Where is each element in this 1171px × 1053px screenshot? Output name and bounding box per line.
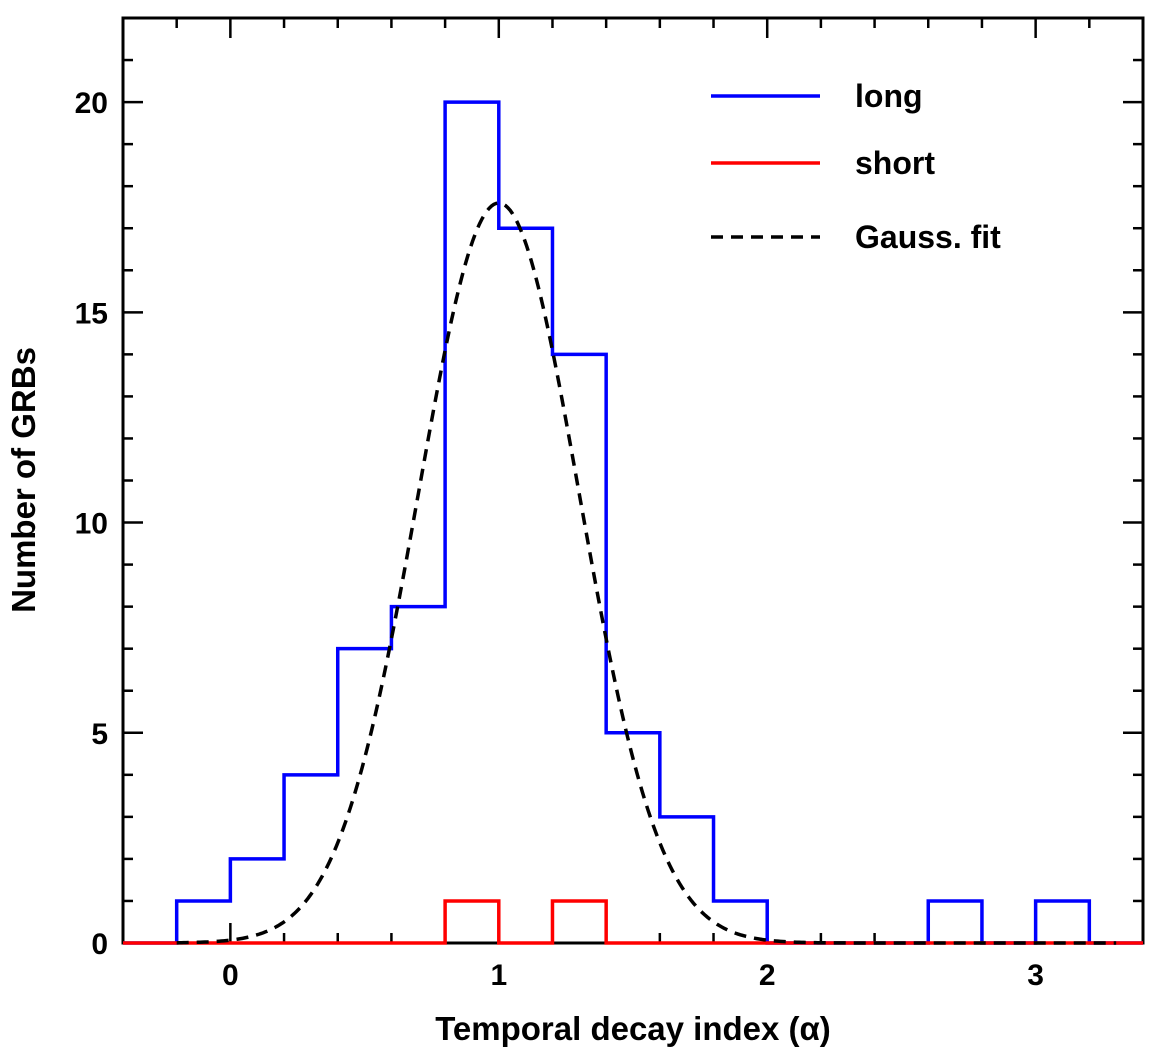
series-long-histogram [123, 100, 1143, 945]
y-tick-label: 5 [91, 718, 108, 751]
y-axis-title: Number of GRBs [5, 347, 42, 613]
series-gauss-fit-curve [176, 201, 1117, 945]
legend-label: Gauss. fit [855, 219, 1001, 255]
x-axis-title: Temporal decay index (α) [435, 1010, 831, 1047]
y-tick-label: 15 [75, 297, 108, 330]
y-tick-label: 10 [75, 508, 108, 541]
x-tick-label: 1 [490, 959, 507, 992]
legend-label: short [855, 145, 935, 181]
series-short-histogram [123, 899, 1143, 945]
y-tick-label: 20 [75, 87, 108, 120]
x-tick-label: 0 [222, 959, 239, 992]
plot-frame [121, 16, 1145, 945]
y-tick-label: 0 [91, 928, 108, 961]
axes: 0 1 2 3 0 5 10 15 20 [75, 16, 1145, 992]
series-group [123, 100, 1143, 945]
x-tick-label: 3 [1027, 959, 1044, 992]
x-tick-label: 2 [759, 959, 776, 992]
legend-label: long [855, 78, 923, 114]
legend: long short Gauss. fit [711, 78, 1001, 255]
